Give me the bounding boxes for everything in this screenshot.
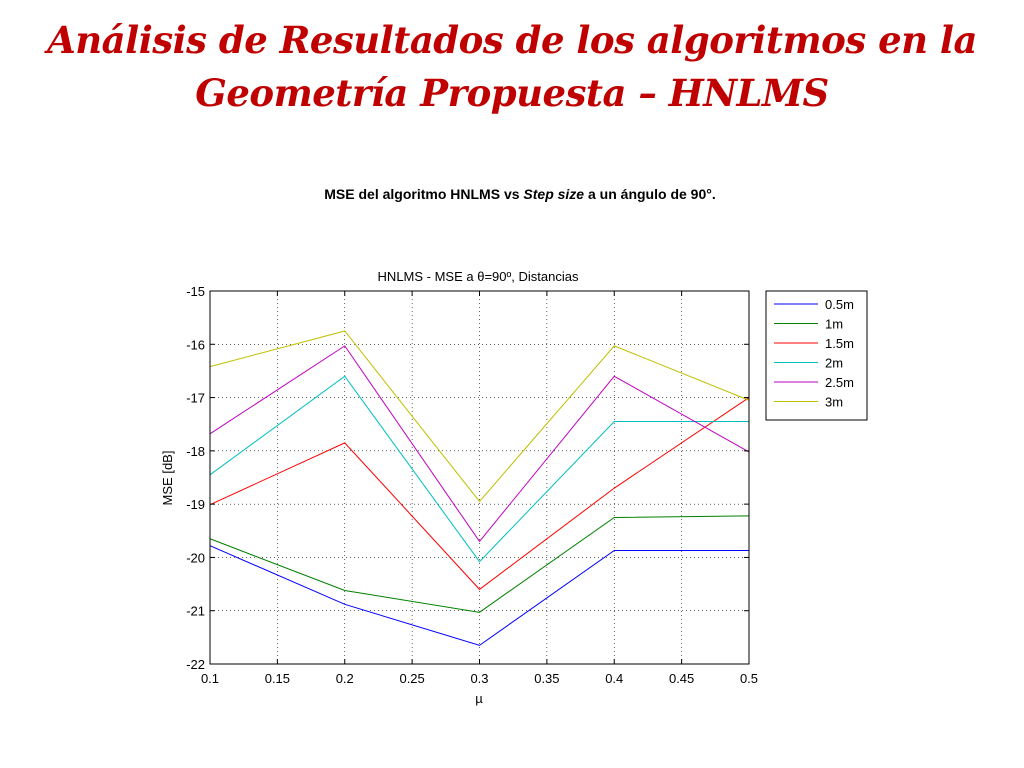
legend-label: 3m [825,395,843,410]
x-tick-label: 0.5 [740,671,758,686]
y-tick-label: -16 [186,337,205,352]
series-line-1m [209,515,750,613]
x-tick-label: 0.45 [669,671,694,686]
series-lines [209,330,750,646]
y-tick-label: -20 [186,550,205,565]
series-line-1.5m [209,397,750,591]
x-tick-label: 0.35 [534,671,559,686]
y-axis-label: MSE [dB] [160,451,175,506]
legend: 0.5m 1m 1.5m 2m 2.5m 3m [765,290,868,421]
chart-title: HNLMS - MSE a θ=90º, Distancias [378,269,579,284]
y-tick-label: -22 [186,657,205,672]
y-tick-label: -17 [186,391,205,406]
grid-lines [209,290,750,665]
slide-title-line-2: Geometría Propuesta – HNLMS [195,71,829,115]
legend-label: 2m [825,356,843,371]
legend-label: 2.5m [825,375,854,390]
series-line-0.5m [209,545,749,646]
x-tick-label: 0.15 [265,671,290,686]
slide-title-line-1: Análisis de Resultados de los algoritmos… [47,18,977,62]
plot-area-frame [209,290,750,665]
y-tick-label: -18 [186,444,205,459]
series-line-2.5m [209,345,750,543]
legend-label: 1m [825,317,843,332]
series-line-2m [209,375,749,563]
caption-text-1: MSE del algoritmo HNLMS vs [324,186,524,202]
y-tick-label: -21 [186,604,205,619]
x-tick-label: 0.25 [399,671,424,686]
y-tick-label: -19 [186,497,205,512]
x-tick-label: 0.3 [470,671,488,686]
x-tick-label: 0.1 [201,671,219,686]
caption-italic-text: Step size [523,186,585,202]
series-line-3m [209,330,750,503]
figure-caption: MSE del algoritmo HNLMS vs Step size a u… [0,186,1024,202]
x-axis-label: µ [475,691,483,706]
caption-text-2: a un ángulo de 90°. [584,186,716,202]
slide-title: Análisis de Resultados de los algoritmos… [40,14,984,120]
legend-label: 0.5m [825,297,854,312]
legend-label: 1.5m [825,336,854,351]
axis-ticks: 0.1 0.15 0.2 0.25 0.3 0.35 0.4 0.45 0.5 -15 -16 -17… [186,284,758,686]
legend-box [765,290,868,421]
x-tick-label: 0.2 [336,671,354,686]
y-tick-label: -15 [186,284,205,299]
x-tick-label: 0.4 [605,671,623,686]
